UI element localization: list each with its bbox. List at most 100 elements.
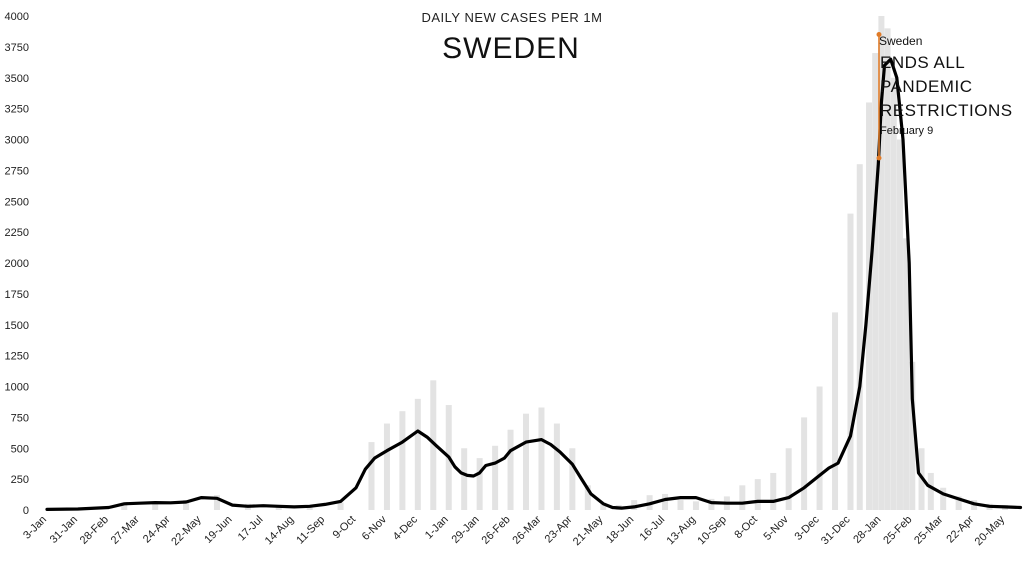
restrictions-annotation: Sweden ENDS ALL PANDEMIC RESTRICTIONS Fe… [876, 32, 1013, 161]
x-tick-label: 11-Sep [294, 514, 327, 547]
y-tick-label: 1750 [5, 289, 29, 301]
y-tick-label: 2250 [5, 227, 29, 239]
y-tick-label: 3750 [5, 42, 29, 54]
daily-bar [492, 445, 499, 510]
x-tick-label: 9-Oct [331, 514, 359, 542]
x-tick-label: 19-Jun [202, 514, 234, 546]
daily-bar [507, 429, 514, 510]
y-tick-label: 3000 [5, 135, 29, 147]
x-tick-label: 3-Dec [792, 513, 822, 543]
x-tick-label: 13-Aug [665, 514, 699, 548]
daily-bar [461, 448, 468, 510]
annotation-dot-top [876, 32, 882, 38]
y-tick-label: 2000 [5, 258, 29, 270]
daily-bar [677, 500, 684, 510]
daily-bar [856, 164, 863, 510]
daily-bar [955, 496, 962, 510]
x-tick-label: 6-Nov [360, 513, 390, 543]
y-tick-label: 0 [23, 505, 29, 517]
daily-bar [399, 411, 406, 510]
daily-bar [553, 423, 560, 510]
daily-bar [816, 386, 823, 510]
y-tick-label: 1250 [5, 351, 29, 363]
x-tick-label: 25-Mar [912, 513, 945, 546]
daily-bar [896, 139, 903, 510]
annotation-line-pandemic: PANDEMIC [880, 77, 972, 96]
daily-bar [368, 442, 375, 510]
daily-bar [430, 380, 437, 510]
x-tick-label: 17-Jul [236, 514, 266, 544]
x-tick-label: 28-Jan [851, 514, 883, 546]
daily-bar [584, 485, 591, 510]
annotation-country: Sweden [879, 34, 922, 48]
annotation-line-restrictions: RESTRICTIONS [880, 101, 1013, 120]
daily-bar [569, 448, 576, 510]
x-tick-label: 21-May [571, 513, 606, 548]
x-tick-label: 25-Feb [881, 514, 914, 547]
daily-bar [692, 501, 699, 510]
x-tick-label: 3-Jan [21, 514, 49, 542]
daily-bar [770, 472, 777, 510]
daily-bar [872, 53, 879, 511]
daily-bar [884, 28, 891, 510]
daily-bar [890, 77, 897, 510]
y-tick-label: 3250 [5, 104, 29, 116]
daily-bar [708, 498, 715, 510]
x-tick-label: 22-May [169, 513, 204, 548]
x-tick-label: 27-Mar [109, 513, 142, 546]
y-tick-label: 4000 [5, 11, 29, 23]
x-tick-label: 14-Aug [263, 514, 297, 548]
y-tick-label: 500 [11, 443, 29, 455]
x-tick-label: 31-Dec [819, 513, 853, 547]
daily-bar [801, 417, 808, 510]
daily-bars-layer [121, 16, 1008, 511]
y-tick-label: 250 [11, 474, 29, 486]
y-tick-label: 750 [11, 412, 29, 424]
x-tick-label: 20-May [973, 513, 1008, 548]
daily-bar [940, 487, 947, 510]
daily-bar [847, 213, 854, 510]
daily-bar [785, 448, 792, 510]
x-tick-label: 24-Apr [141, 513, 173, 545]
daily-bar [337, 502, 344, 510]
daily-bar [383, 423, 390, 510]
x-tick-label: 29-Jan [449, 514, 481, 546]
y-tick-label: 2500 [5, 196, 29, 208]
daily-bar [631, 500, 638, 510]
daily-bar [414, 398, 421, 510]
y-tick-label: 2750 [5, 165, 29, 177]
y-tick-label: 1500 [5, 320, 29, 332]
daily-bar [121, 502, 128, 510]
daily-bar [662, 493, 669, 510]
daily-bar [754, 479, 761, 510]
x-tick-label: 8-Oct [732, 514, 760, 542]
annotation-date: February 9 [880, 125, 933, 137]
x-tick-label: 28-Feb [78, 514, 111, 547]
x-tick-label: 10-Sep [695, 514, 729, 548]
y-tick-label: 3500 [5, 73, 29, 85]
daily-bar [476, 458, 483, 510]
daily-bar [832, 312, 839, 510]
daily-bar [909, 361, 916, 510]
daily-bar [878, 16, 885, 510]
x-tick-label: 18-Jun [604, 514, 636, 546]
daily-bar [600, 502, 607, 510]
average-line [45, 57, 1023, 511]
chart-title: SWEDEN [442, 32, 580, 65]
average-line-layer [45, 57, 1023, 511]
x-tick-label: 26-Feb [480, 514, 513, 547]
daily-bar [739, 485, 746, 510]
x-tick-label: 22-Apr [944, 513, 976, 545]
y-axis: 0 250 500 750 1000 1250 1500 1750 2000 2250 2500 27… [5, 11, 29, 517]
daily-bar [183, 500, 190, 510]
x-tick-label: 31-Jan [48, 514, 80, 546]
chart-subtitle: DAILY NEW CASES PER 1M [421, 10, 602, 25]
x-tick-label: 16-Jul [638, 514, 668, 544]
x-tick-label: 1-Jan [423, 514, 451, 542]
annotation-line-ends-all: ENDS ALL [880, 53, 965, 72]
daily-bar [152, 501, 159, 510]
daily-bar [523, 413, 529, 510]
daily-bar [903, 238, 910, 511]
